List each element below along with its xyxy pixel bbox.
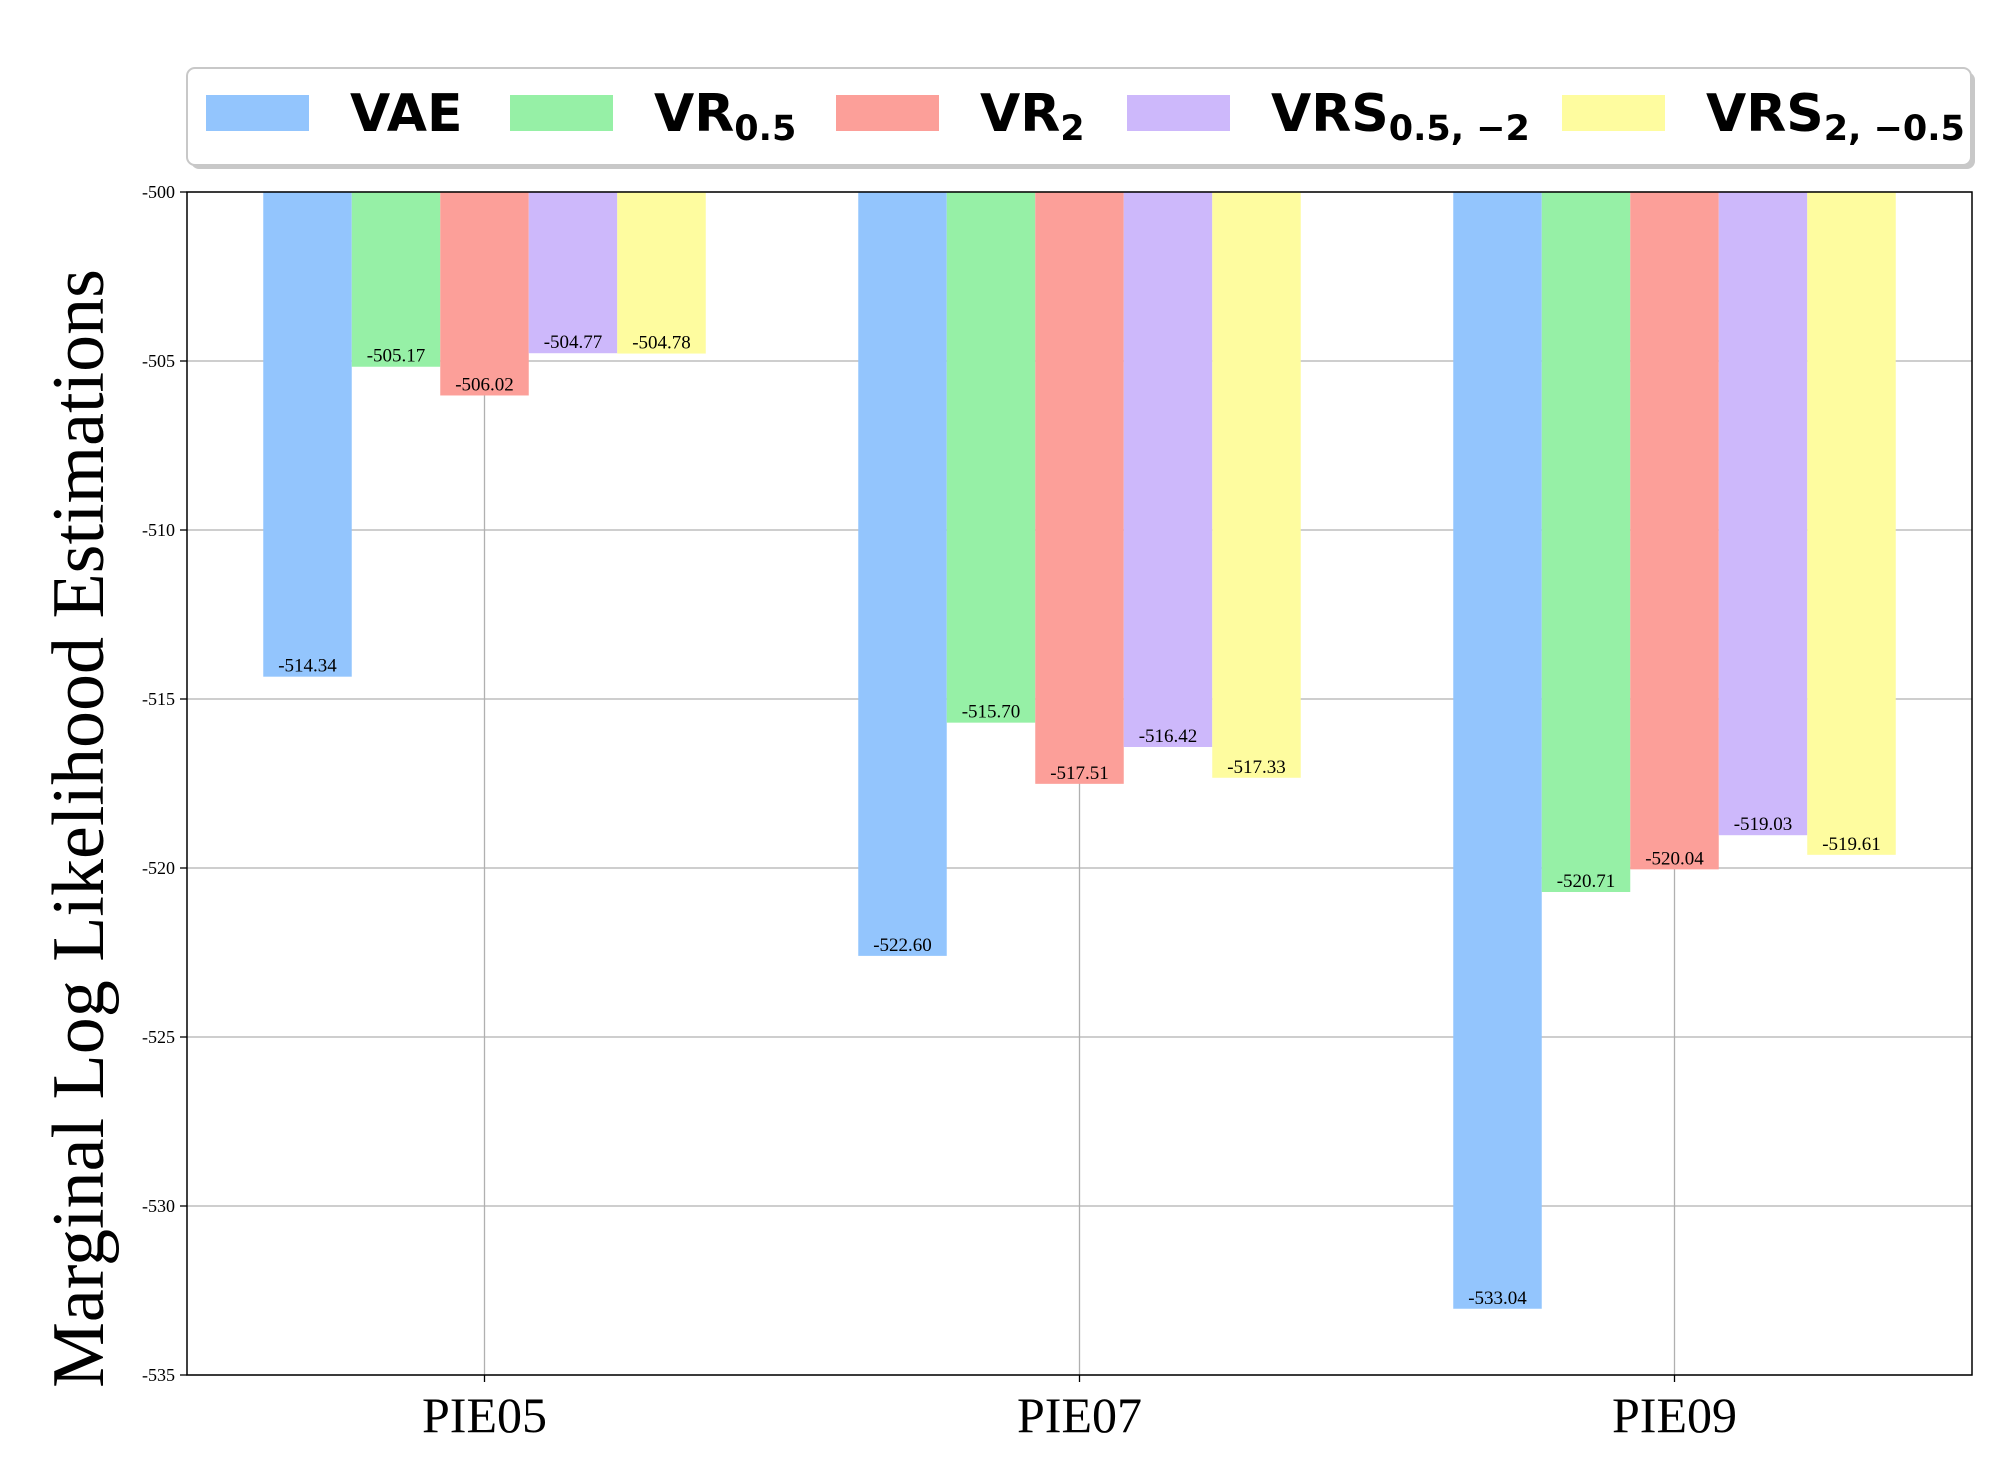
y-tick-label: -510	[142, 520, 175, 540]
y-tick-label: -500	[142, 182, 175, 202]
bar-vrs-pie05	[528, 192, 618, 354]
data-label: -519.61	[1822, 834, 1881, 855]
bar-vrs-pie09	[1807, 192, 1896, 855]
bar-vae-pie07	[858, 192, 947, 956]
data-label: -533.04	[1468, 1288, 1527, 1309]
data-label: -517.51	[1050, 763, 1109, 784]
bar-vrs-pie05	[617, 192, 706, 354]
data-label: -515.70	[962, 702, 1021, 723]
bar-vr-pie05	[351, 192, 441, 367]
bar-vae-pie09	[1453, 192, 1542, 1309]
legend-entry-0: VAE	[350, 84, 462, 144]
y-tick-label: -535	[142, 1365, 175, 1385]
legend-swatch	[1562, 95, 1665, 131]
data-label: -505.17	[367, 346, 426, 367]
data-label: -520.71	[1557, 871, 1616, 892]
bar-vr-pie07	[1035, 192, 1124, 784]
y-tick-label: -530	[142, 1196, 175, 1216]
y-tick-label: -520	[142, 858, 175, 878]
legend-swatch	[510, 95, 613, 131]
bars: -514.34 -522.60 -533.04 -505.17 -515.70 -520.…	[263, 192, 1896, 1309]
bar-vr-pie09	[1630, 192, 1719, 870]
bar-vr-pie09	[1541, 192, 1631, 892]
data-label: -504.78	[632, 333, 691, 354]
x-tick-label: PIE05	[422, 1387, 547, 1443]
data-label: -504.77	[544, 332, 603, 353]
y-tick-label: -515	[142, 689, 175, 709]
data-label: -522.60	[873, 935, 932, 956]
data-label: -517.33	[1227, 757, 1286, 778]
bar-vr-pie07	[946, 192, 1036, 723]
data-label: -516.42	[1139, 726, 1198, 747]
y-axis-label: Marginal Log Likelihood Estimations	[38, 269, 120, 1388]
bar-vae-pie05	[263, 192, 352, 677]
legend-swatch	[206, 95, 309, 131]
data-label: -519.03	[1734, 814, 1793, 835]
y-tick-label: -525	[142, 1027, 175, 1047]
x-axis-ticks: PIE05 PIE07 PIE09	[422, 1375, 1737, 1443]
y-axis-ticks: -500 -505 -510 -515 -520 -525 -530 -535	[142, 182, 187, 1385]
y-tick-label: -505	[142, 351, 175, 371]
legend-entry-1: VR0.5	[654, 84, 796, 149]
data-label: -506.02	[455, 374, 514, 395]
legend-box	[186, 67, 1972, 166]
legend: VAE VR0.5 VR2 VRS0.5, −2 VRS2, −0.5	[186, 67, 1975, 169]
bar-vr-pie05	[440, 192, 529, 396]
bar-vrs-pie09	[1718, 192, 1808, 836]
legend-swatch	[836, 95, 939, 131]
x-tick-label: PIE09	[1612, 1387, 1737, 1443]
bar-vrs-pie07	[1212, 192, 1301, 778]
data-label: -520.04	[1645, 848, 1704, 869]
legend-swatch	[1127, 95, 1230, 131]
bar-vrs-pie07	[1123, 192, 1213, 747]
x-tick-label: PIE07	[1017, 1387, 1142, 1443]
data-label: -514.34	[278, 656, 337, 677]
